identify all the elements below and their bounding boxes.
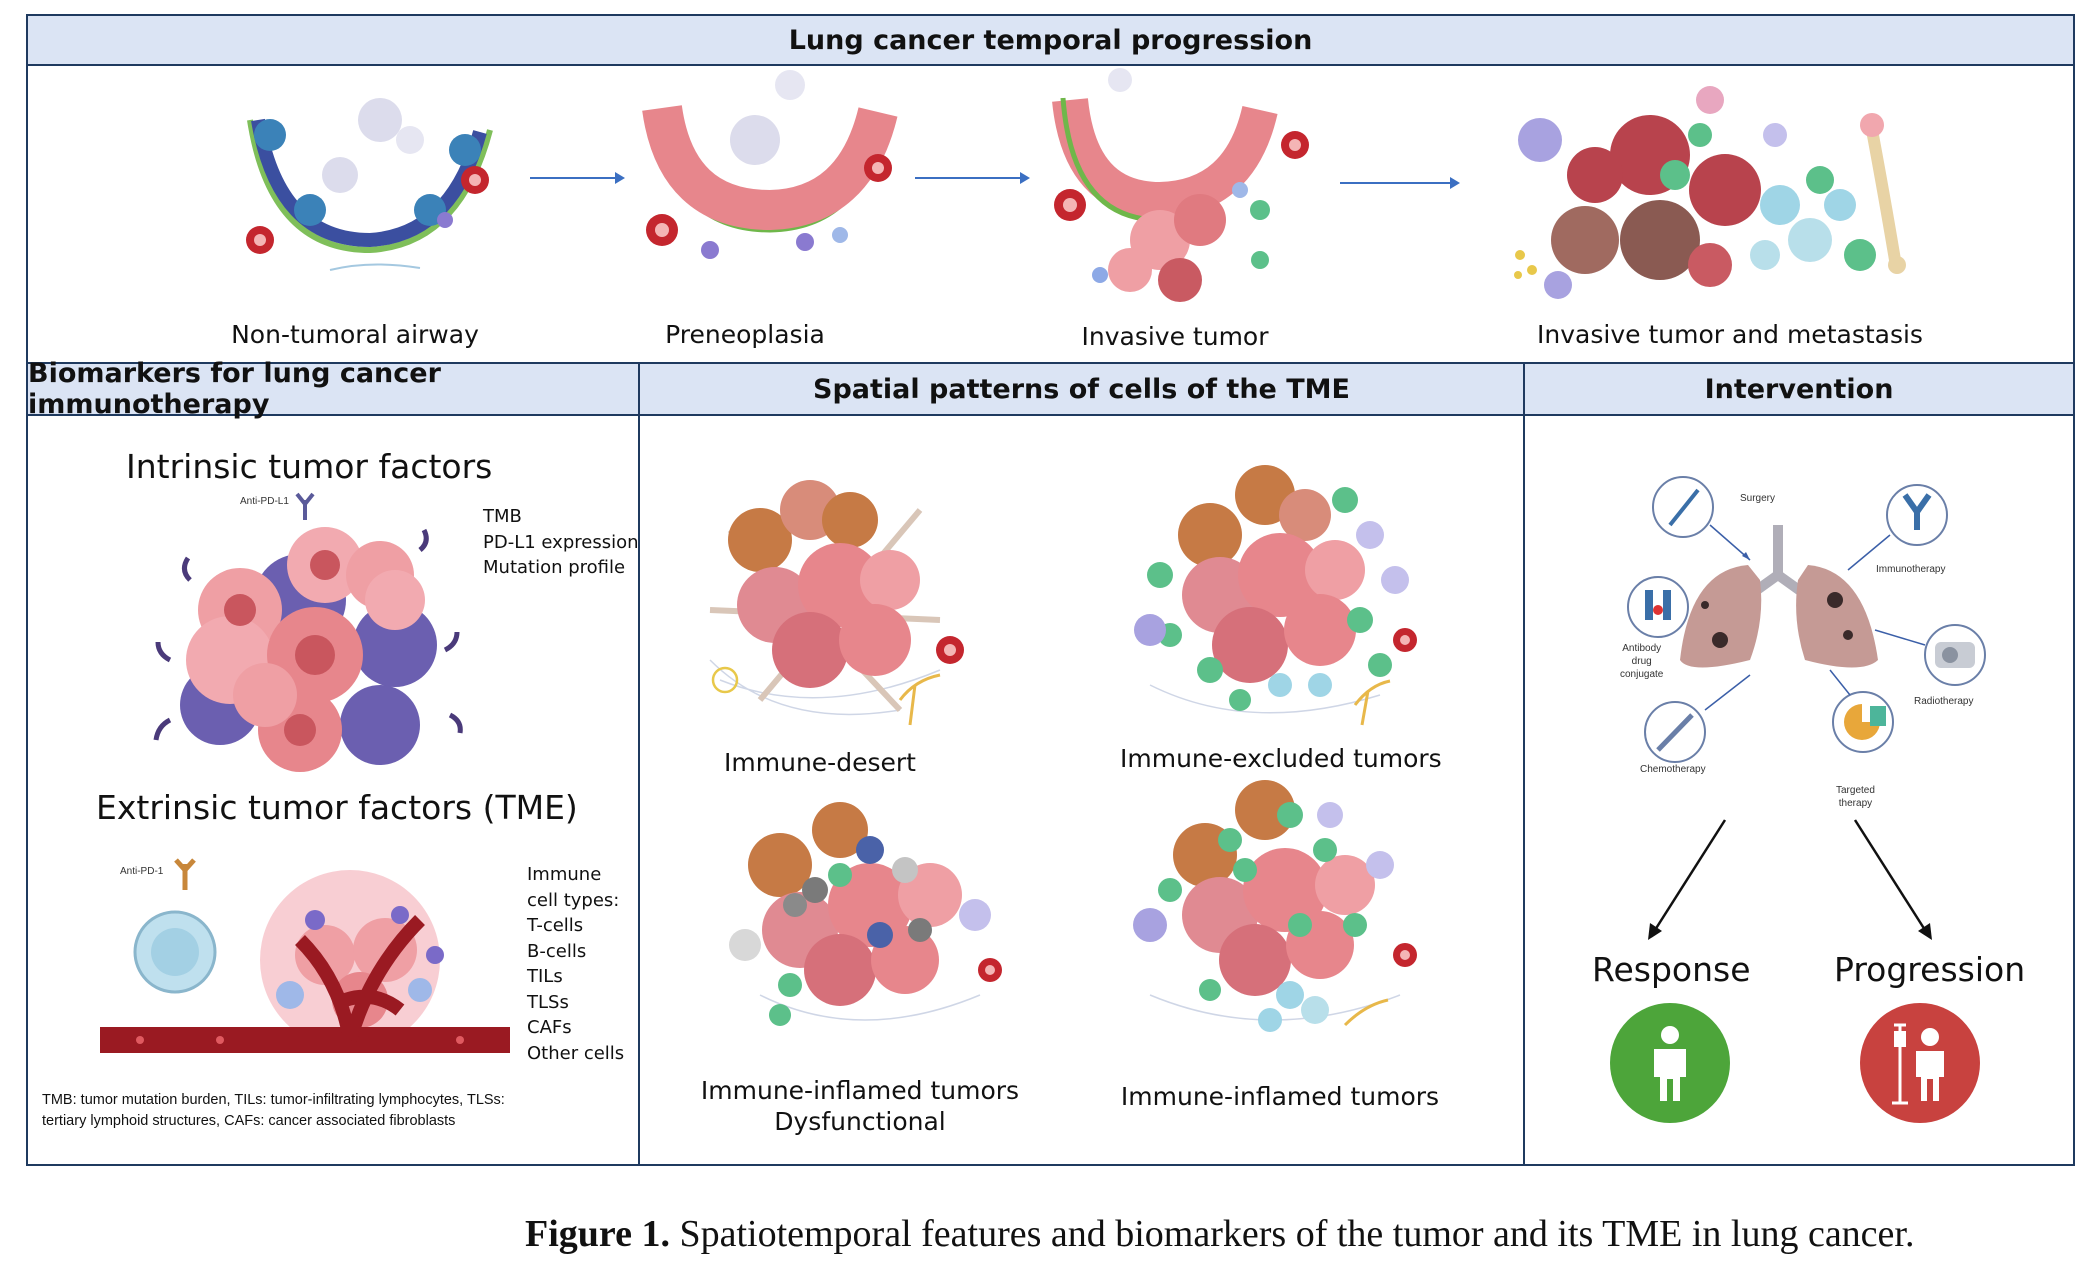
intrinsic-tumor-illustration (153, 492, 463, 772)
footnote-line-1: TMB: tumor mutation burden, TILs: tumor-… (42, 1092, 505, 1108)
intrinsic-item-pdl1: PD-L1 expression (483, 531, 639, 553)
extrinsic-title: Extrinsic tumor factors (TME) (96, 788, 578, 827)
metastasis-illustration (1514, 86, 1906, 299)
extrinsic-item-t-cells: T-cells (527, 915, 584, 936)
immune-inflamed-dysfunctional-illustration (729, 802, 1002, 1026)
caption-text: Spatiotemporal features and biomarkers o… (669, 1213, 1915, 1255)
invasive-tumor-illustration (1052, 68, 1309, 302)
anti-pd-1-label: Anti-PD-1 (120, 866, 164, 877)
therapy-adc: Antibody drug conjugate (1620, 642, 1663, 681)
footnote-line-2: tertiary lymphoid structures, CAFs: canc… (42, 1113, 456, 1129)
caption-number: Figure 1. (525, 1213, 670, 1255)
pattern-label-inflamed: Immune-inflamed tumors (1120, 1082, 1440, 1111)
therapy-adc-line3: conjugate (1620, 669, 1664, 680)
outcome-response-label: Response (1592, 950, 1751, 989)
therapy-immunotherapy: Immunotherapy (1876, 564, 1946, 575)
airway-illustration (246, 98, 493, 271)
extrinsic-tme-illustration (100, 858, 510, 1053)
extrinsic-item-other: Other cells (527, 1042, 625, 1064)
therapy-adc-line2: drug (1631, 656, 1652, 667)
pattern-label-desert: Immune-desert (724, 748, 916, 777)
lungs-therapy-diagram (1627, 476, 1986, 763)
pattern-label-inflamed-line1: Immune-inflamed tumors (700, 1076, 1020, 1105)
abbreviation-footnote: TMB: tumor mutation burden, TILs: tumor-… (42, 1090, 505, 1132)
response-person-icon (1610, 1003, 1730, 1123)
biomarkers-header: Biomarkers for lung cancer immunotherapy (26, 358, 640, 420)
therapy-surgery: Surgery (1740, 493, 1776, 504)
spatial-header: Spatial patterns of cells of the TME (638, 362, 1525, 416)
stage-label-2: Preneoplasia (665, 320, 825, 349)
stage-label-1: Non-tumoral airway (231, 320, 479, 349)
immune-desert-illustration (709, 480, 964, 726)
extrinsic-item-tlss: TLSs (527, 991, 569, 1013)
divider-vertical-2 (1523, 362, 1525, 1166)
outcome-progression-label: Progression (1834, 950, 2026, 989)
extrinsic-item-b-cells: B-cells (527, 940, 587, 962)
progression-patient-icon (1860, 1003, 1980, 1123)
stage-label-3: Invasive tumor (1081, 322, 1269, 351)
extrinsic-item-cell-types: cell types: (527, 889, 620, 911)
therapy-chemotherapy: Chemotherapy (1640, 764, 1706, 775)
figure-caption: Figure 1. Spatiotemporal features and bi… (525, 1212, 1914, 1256)
arrow-3 (1340, 177, 1460, 189)
therapy-targeted-line1: Targeted (1836, 785, 1875, 796)
extrinsic-item-cafs: CAFs (527, 1017, 572, 1038)
arrow-2 (915, 172, 1030, 184)
divider-vertical-1 (638, 362, 640, 1166)
anti-pd-l1-label: Anti-PD-L1 (240, 496, 289, 507)
intervention-header: Intervention (1523, 362, 2075, 416)
intrinsic-title: Intrinsic tumor factors (126, 447, 493, 486)
pattern-label-excluded: Immune-excluded tumors (1120, 744, 1442, 773)
extrinsic-item-immune: Immune (527, 864, 602, 885)
therapy-radiotherapy: Radiotherapy (1914, 696, 1974, 707)
therapy-adc-line1: Antibody (1622, 643, 1662, 654)
arrow-1 (530, 172, 625, 184)
intrinsic-items: TMB PD-L1 expression Mutation profile (483, 504, 639, 581)
stage-label-4: Invasive tumor and metastasis (1537, 320, 1923, 349)
intrinsic-item-tmb: TMB (483, 506, 522, 527)
therapy-targeted: Targeted therapy (1836, 784, 1875, 810)
pattern-label-inflamed-line2: Dysfunctional (774, 1107, 946, 1136)
preneoplasia-illustration (642, 70, 898, 259)
intrinsic-item-mutation: Mutation profile (483, 557, 626, 578)
pattern-label-inflamed-dysfunctional: Immune-inflamed tumors Dysfunctional (700, 1075, 1020, 1137)
therapy-targeted-line2: therapy (1838, 798, 1873, 809)
timeline-header: Lung cancer temporal progression (26, 14, 2075, 66)
outcome-arrows (1648, 819, 1932, 940)
extrinsic-items: Immune cell types: T-cells B-cells TILs … (527, 862, 624, 1066)
immune-excluded-illustration (1134, 465, 1417, 726)
extrinsic-item-tils: TILs (527, 966, 563, 987)
immune-inflamed-illustration (1133, 780, 1417, 1032)
